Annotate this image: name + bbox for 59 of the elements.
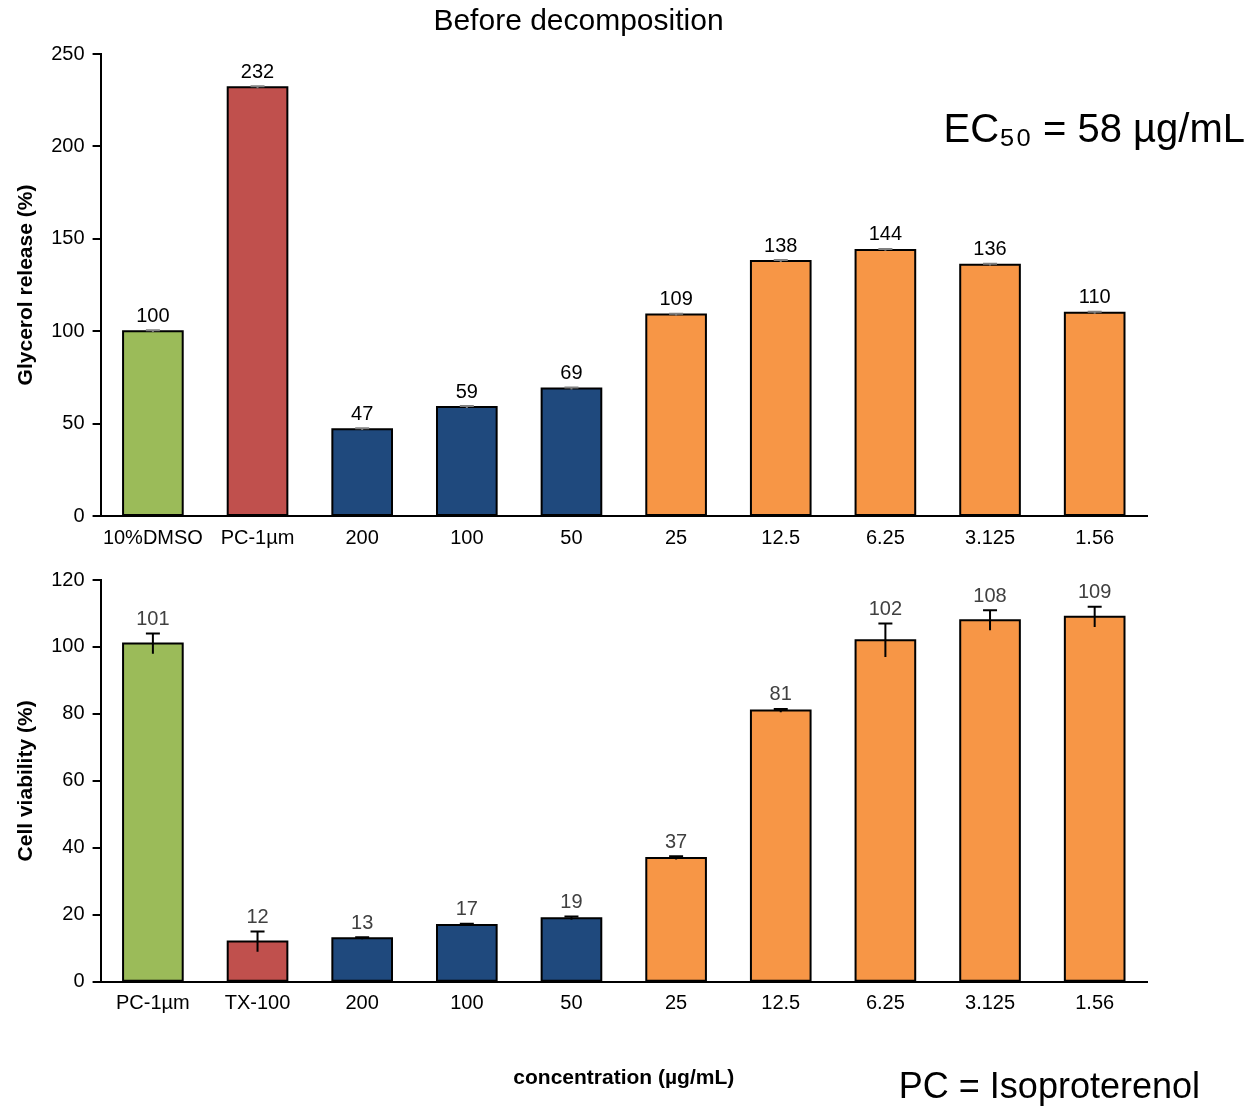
data-label: 110 [1078, 285, 1111, 308]
y-tick-label: 200 [51, 133, 85, 156]
data-label: 37 [664, 829, 688, 852]
x-tick-label: PC-1µm [220, 525, 295, 548]
x-tick-label: 200 [345, 525, 379, 548]
y-tick-label: 120 [51, 567, 85, 590]
x-tick-label: 100 [450, 525, 484, 548]
data-label: 69 [560, 361, 583, 384]
x-axis-title: concentration (µg/mL) [513, 1065, 735, 1089]
x-tick-label: 6.25 [865, 525, 905, 548]
annotation: EC₅₀ = 58 µg/mL [943, 106, 1245, 150]
x-tick-label: 25 [664, 991, 688, 1014]
data-label: 17 [455, 897, 478, 920]
y-tick-label: 100 [51, 634, 85, 657]
data-label: 47 [351, 401, 374, 424]
x-tick-label: 200 [345, 991, 379, 1014]
x-tick-label: 3.125 [965, 525, 1016, 548]
x-tick-label: 100 [450, 991, 484, 1014]
data-label: 100 [136, 303, 170, 326]
y-tick-label: 250 [51, 41, 85, 64]
x-tick-label: 50 [560, 525, 583, 548]
x-tick-label: 1.56 [1075, 525, 1115, 548]
data-label: 102 [868, 597, 903, 620]
data-label: 136 [973, 237, 1007, 260]
x-tick-label: 1.56 [1075, 991, 1115, 1014]
x-tick-label: 50 [560, 991, 583, 1014]
data-label: 12 [246, 905, 269, 928]
x-tick-label: TX-100 [224, 991, 291, 1014]
data-label: 19 [560, 890, 583, 913]
data-label: 81 [769, 682, 792, 705]
y-tick-label: 40 [62, 835, 85, 858]
x-tick-label: 12.5 [761, 525, 801, 548]
data-label: 108 [973, 583, 1007, 606]
data-label: 59 [455, 379, 478, 402]
y-tick-label: 20 [62, 902, 85, 925]
y-axis-title: Glycerol release (%) [13, 184, 37, 386]
y-tick-label: 80 [62, 701, 85, 724]
data-label: 144 [868, 222, 903, 245]
y-axis-title: Cell viability (%) [13, 700, 37, 862]
chart-title: Before decomposition [433, 3, 724, 37]
x-tick-label: 3.125 [965, 991, 1016, 1014]
y-tick-label: 0 [73, 503, 85, 526]
x-tick-label: 10%DMSO [102, 525, 203, 548]
y-tick-label: 60 [62, 768, 85, 791]
data-label: 13 [351, 910, 374, 933]
y-tick-label: 150 [51, 226, 85, 249]
y-tick-label: 100 [51, 318, 85, 341]
data-label: 109 [1077, 580, 1112, 603]
y-tick-label: 0 [73, 969, 85, 992]
x-tick-label: 6.25 [865, 991, 905, 1014]
x-tick-label: PC-1µm [116, 991, 190, 1014]
x-tick-label: 12.5 [761, 991, 801, 1014]
data-label: 232 [240, 59, 275, 82]
data-label: 101 [136, 607, 170, 630]
y-tick-label: 50 [62, 411, 85, 434]
text: PC = Isoproterenol [898, 1065, 1200, 1106]
data-label: 109 [659, 287, 693, 310]
x-tick-label: 25 [664, 525, 688, 548]
data-label: 138 [764, 233, 798, 256]
